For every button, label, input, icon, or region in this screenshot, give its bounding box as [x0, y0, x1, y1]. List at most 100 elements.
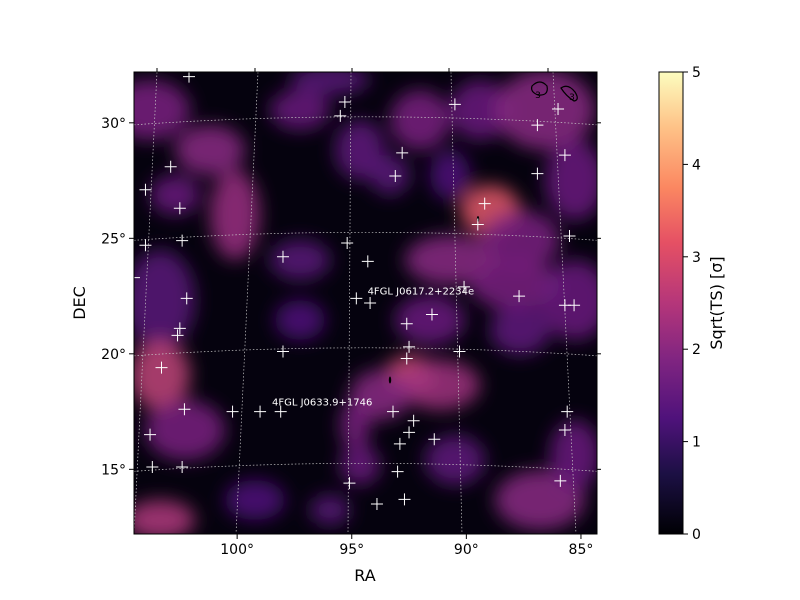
colorbar-tick-label: 0 [692, 527, 701, 543]
y-tick-label: 30° [101, 116, 126, 132]
emission-region [210, 170, 260, 260]
emission-region [134, 500, 195, 534]
emission-region [145, 400, 225, 460]
emission-region [550, 420, 597, 490]
ra-gridline [450, 72, 463, 534]
dec-gridline [134, 462, 597, 472]
source-marker [403, 340, 416, 353]
colorbar-label: Sqrt(TS) [σ] [707, 256, 726, 349]
ra-gridline [235, 72, 259, 534]
source-marker [183, 72, 196, 83]
ra-gridline [134, 72, 158, 534]
source-marker [364, 297, 377, 309]
emission-region [335, 120, 385, 180]
emission-region [480, 210, 560, 270]
source-marker [425, 308, 438, 321]
source-marker [561, 405, 574, 418]
dec-gridline [134, 231, 597, 241]
emission-region [340, 445, 380, 485]
source-marker [178, 403, 191, 416]
x-tick-label: 95° [339, 542, 364, 558]
source-marker [389, 169, 402, 182]
source-marker [361, 255, 374, 268]
emission-region [400, 360, 480, 410]
emission-region [270, 90, 330, 130]
emission-region [470, 260, 560, 310]
emission-region [310, 495, 350, 525]
axes: 100° 95° 90° 85° 15° 20° 25° 30° [101, 68, 601, 558]
emission-region [370, 155, 410, 195]
emission-region [134, 340, 190, 410]
source-marker [398, 493, 411, 506]
source-marker [563, 230, 576, 243]
source-marker [478, 197, 491, 210]
source-marker [568, 299, 581, 312]
source-marker [274, 405, 287, 418]
source-marker [226, 405, 239, 418]
source-marker [458, 280, 471, 293]
x-tick-label: 100° [220, 542, 254, 558]
emission-region [340, 400, 370, 450]
emission-region [134, 250, 195, 350]
y-tick-label: 15° [101, 462, 126, 478]
x-tick-label: 90° [454, 542, 479, 558]
source-marker [155, 361, 168, 374]
source-marker [276, 345, 289, 358]
colorbar-tick-label: 4 [692, 157, 701, 173]
colorbar-tick-label: 1 [692, 435, 701, 451]
source-marker [552, 102, 565, 115]
source-marker [554, 474, 567, 487]
source-marker [139, 183, 152, 196]
ra-gridline [347, 72, 352, 534]
source-marker [134, 271, 140, 284]
source-marker [171, 329, 184, 342]
contour-3sigma [560, 85, 578, 102]
emission-region [134, 80, 190, 140]
source-marker [513, 290, 526, 303]
source-name-label: 4FGL J0633.9+1746 [272, 397, 372, 408]
emission-region [390, 90, 450, 150]
source-marker [176, 461, 189, 474]
source-marker [400, 317, 413, 330]
source-marker [393, 437, 406, 450]
emission-region [290, 72, 370, 95]
source-marker [173, 322, 186, 335]
source-marker [403, 426, 416, 439]
colorbar-ticks: 0 1 2 3 4 5 [683, 65, 701, 543]
source-marker [448, 98, 461, 111]
source-markers [134, 72, 581, 510]
source-labels: 4FGL J0617.2+2234e 4FGL J0633.9+1746 [272, 286, 474, 408]
source-marker [400, 352, 413, 365]
emission-region [450, 80, 510, 140]
source-marker [341, 236, 354, 249]
source-marker [338, 96, 351, 109]
colorbar-tick-label: 3 [692, 250, 701, 266]
colorbar-tick-label: 5 [692, 65, 701, 81]
source-marker [334, 109, 347, 122]
emission-region [175, 125, 245, 175]
source-marker [531, 167, 544, 180]
source-marker [370, 497, 383, 510]
source-marker [471, 218, 484, 231]
emission-region [150, 175, 200, 215]
y-tick-label: 25° [101, 231, 126, 247]
emission-region [270, 240, 330, 280]
x-tick-label: 85° [569, 542, 594, 558]
source-marker [558, 149, 571, 162]
emission-region [275, 300, 325, 340]
contour-mark [388, 376, 392, 384]
colorbar-tick-label: 2 [692, 342, 701, 358]
source-marker [144, 428, 157, 441]
source-marker [146, 461, 159, 474]
source-marker [407, 414, 420, 427]
source-marker [164, 160, 177, 173]
source-marker [387, 405, 400, 418]
colorbar: 0 1 2 3 4 5 Sqrt(TS) [σ] [658, 65, 726, 543]
contour-label: 3 [569, 93, 575, 103]
plot-frame [133, 71, 598, 535]
emission-region [495, 72, 595, 150]
dec-gridline [134, 116, 597, 126]
